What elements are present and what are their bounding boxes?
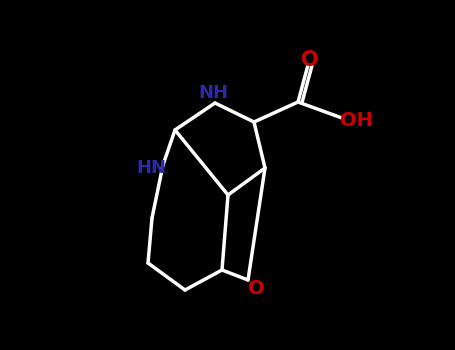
Text: HN: HN bbox=[136, 159, 166, 177]
Text: NH: NH bbox=[198, 84, 228, 102]
Text: OH: OH bbox=[339, 111, 373, 130]
Text: O: O bbox=[248, 279, 264, 298]
Text: O: O bbox=[301, 50, 319, 70]
